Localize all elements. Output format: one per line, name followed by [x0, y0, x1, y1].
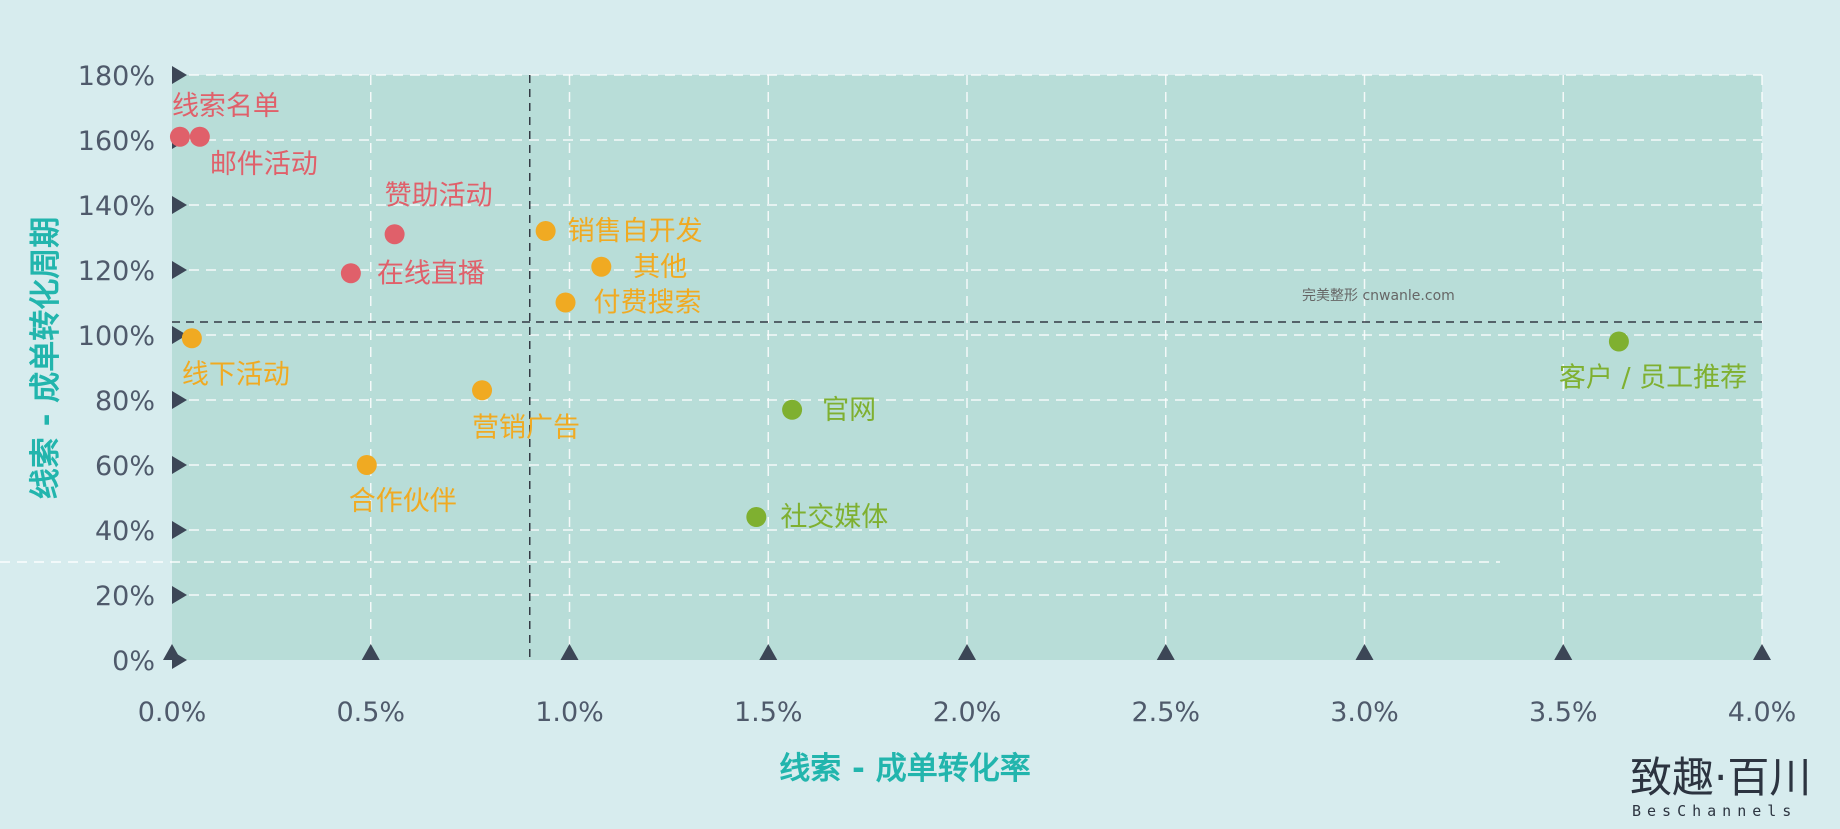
data-point [384, 224, 405, 245]
x-tick-label: 1.5% [734, 697, 803, 728]
data-point [189, 126, 210, 147]
y-tick-label: 140% [78, 191, 155, 222]
y-tick-label: 40% [95, 516, 155, 547]
grid-lines [172, 74, 1763, 660]
data-point-label: 合作伙伴 [349, 486, 457, 517]
y-axis-marker [172, 586, 187, 604]
y-axis-marker [172, 261, 187, 279]
y-tick-label: 120% [78, 256, 155, 287]
watermark: 完美整形 cnwanle.com [1302, 288, 1455, 304]
x-axis-marker [1156, 644, 1175, 660]
data-point [169, 126, 190, 147]
x-tick-label: 1.0% [535, 697, 604, 728]
x-tick-labels: 0.0% 0.5% 1.0% 1.5% 2.0% 2.5% 3.0% 3.5% 4.0% [138, 697, 1797, 728]
y-tick-label: 20% [95, 581, 155, 612]
data-point [1608, 331, 1629, 352]
y-axis-marker [172, 456, 187, 474]
x-tick-label: 0.5% [336, 697, 405, 728]
data-point-label: 营销广告 [472, 412, 580, 443]
y-axis-marker [172, 196, 187, 214]
x-axis-marker [1355, 644, 1374, 660]
y-tick-label: 160% [78, 126, 155, 157]
data-point-label: 付费搜索 [594, 288, 702, 319]
x-tick-label: 2.5% [1131, 697, 1200, 728]
data-point-label: 官网 [822, 395, 876, 426]
x-tick-label: 3.5% [1529, 697, 1598, 728]
y-tick-label: 0% [112, 646, 155, 677]
x-axis-marker [560, 644, 579, 660]
data-point-label: 销售自开发 [568, 216, 703, 247]
data-point-label: 邮件活动 [210, 149, 318, 180]
x-tick-label: 2.0% [933, 697, 1002, 728]
brand-logo: 致趣·百川 [1630, 753, 1811, 802]
data-point-label: 其他 [633, 252, 687, 283]
x-tick-label: 4.0% [1728, 697, 1797, 728]
data-point [591, 256, 612, 277]
data-point [782, 399, 803, 420]
y-tick-label: 100% [78, 321, 155, 352]
data-point [746, 507, 767, 527]
brand-logo-subtitle: BesChannels [1632, 802, 1797, 820]
data-point [555, 292, 576, 313]
x-axis-marker [1554, 644, 1573, 660]
data-point [472, 380, 493, 401]
x-tick-label: 3.0% [1330, 697, 1399, 728]
y-tick-labels: 0% 20% 40% 60% 80% 100% 120% 140% 160% 180% [78, 61, 155, 677]
y-tick-label: 80% [95, 386, 155, 417]
y-axis-marker [172, 326, 187, 344]
x-axis-marker [1753, 644, 1771, 660]
y-axis-marker [172, 391, 187, 409]
data-point [181, 328, 202, 349]
x-axis-marker [361, 644, 380, 660]
data-point [356, 455, 377, 475]
data-point [535, 221, 556, 241]
data-point-label: 线下活动 [182, 359, 290, 390]
x-axis-marker [759, 644, 778, 660]
y-axis-marker [172, 66, 187, 84]
data-point-label: 客户 / 员工推荐 [1559, 363, 1747, 394]
x-axis-title: 线索 - 成单转化率 [779, 751, 1030, 787]
y-axis-marker [172, 521, 187, 539]
y-tick-label: 60% [95, 451, 155, 482]
data-point-label: 在线直播 [377, 258, 485, 289]
y-axis-marker [172, 651, 187, 669]
x-axis-marker [958, 644, 976, 660]
y-axis-title: 线索 - 成单转化周期 [28, 217, 64, 499]
x-tick-label: 0.0% [138, 697, 207, 728]
axis-markers [163, 66, 1771, 669]
data-point-label: 赞助活动 [385, 180, 493, 211]
data-point [340, 263, 361, 284]
data-point-label: 社交媒体 [780, 502, 888, 533]
y-tick-label: 180% [78, 61, 155, 92]
data-point-label: 线索名单 [172, 91, 280, 122]
